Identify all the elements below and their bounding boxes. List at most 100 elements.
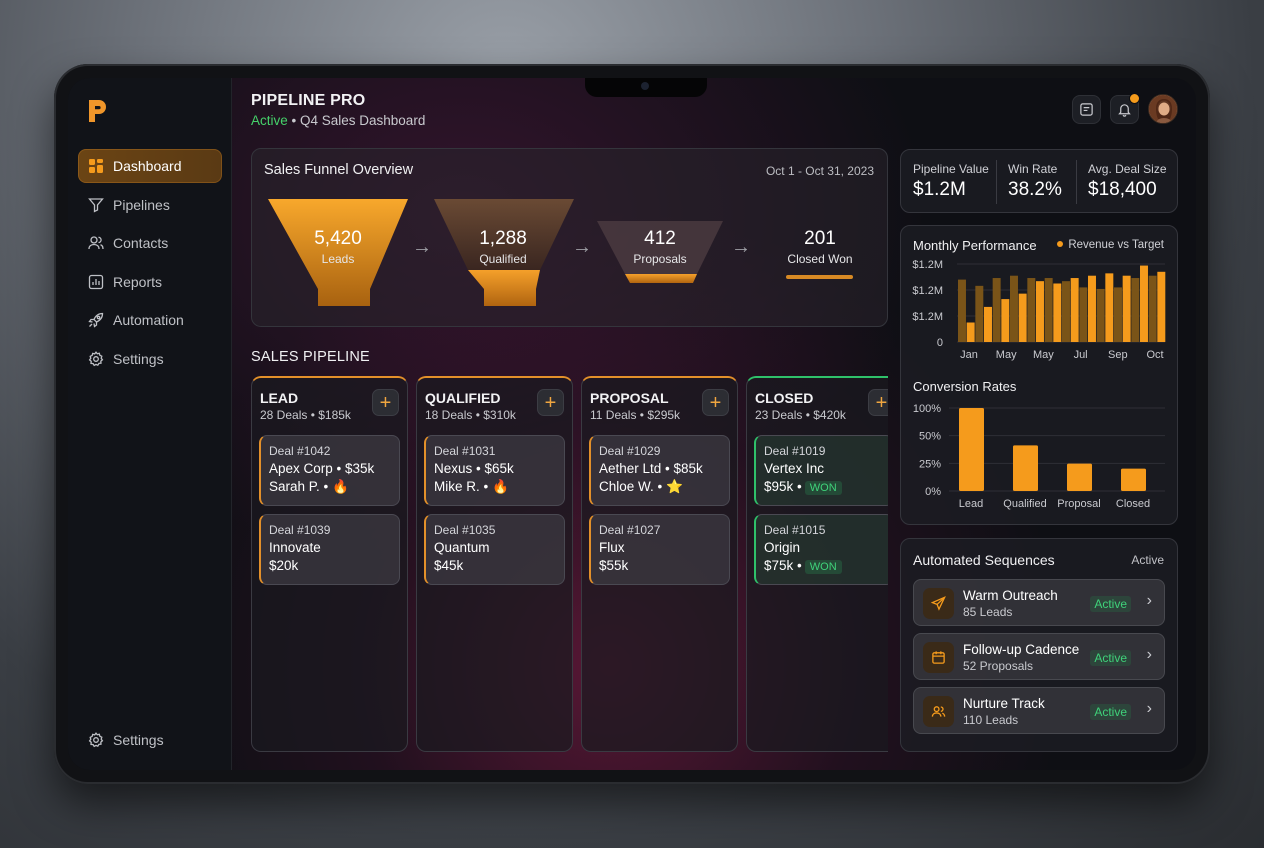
deal-company: Innovate bbox=[269, 540, 321, 555]
funnel-stage-closed-bar bbox=[786, 275, 853, 279]
funnel-stage-leads bbox=[268, 199, 408, 306]
funnel-label: Leads bbox=[321, 252, 355, 266]
deal-amount: $95k • bbox=[764, 479, 802, 494]
column-summary: 23 Deals • $420k bbox=[755, 408, 846, 422]
sidebar-item-label: Settings bbox=[113, 350, 164, 367]
send-icon bbox=[923, 588, 954, 619]
sidebar-item-label: Dashboard bbox=[113, 158, 182, 174]
notifications-button[interactable] bbox=[1110, 95, 1139, 124]
deal-card[interactable]: Deal #1031 Nexus • $65k Mike R. • 🔥 bbox=[424, 435, 565, 506]
deal-card[interactable]: Deal #1029 Aether Ltd • $85k Chloe W. • … bbox=[589, 435, 730, 506]
sequence-row-follow-up-cadence[interactable]: Follow-up Cadence 52 Proposals Active › bbox=[913, 633, 1165, 680]
bar-target bbox=[1010, 275, 1018, 342]
conversion-bar bbox=[1121, 468, 1146, 491]
sidebar-item-contacts[interactable]: Contacts bbox=[78, 226, 222, 260]
funnel-label: Qualified bbox=[479, 252, 527, 266]
pipeline-column-qualified: QUALIFIED 18 Deals • $310k + Deal #1031 … bbox=[416, 376, 573, 752]
kpi-value: $18,400 bbox=[1088, 179, 1157, 200]
add-deal-button[interactable]: + bbox=[372, 389, 399, 416]
bar-target bbox=[1079, 287, 1088, 342]
status-badge: Active bbox=[1090, 650, 1131, 666]
status-badge: Active bbox=[1090, 704, 1131, 720]
app-title: PIPELINE PRO bbox=[251, 92, 366, 109]
kpi-pipeline-value: Pipeline Value $1.2M bbox=[913, 150, 989, 214]
notification-badge bbox=[1129, 93, 1140, 104]
kpi-label: Win Rate bbox=[1008, 162, 1058, 176]
y-tick-label: 50% bbox=[919, 431, 941, 443]
sidebar-item-automation[interactable]: Automation bbox=[78, 303, 222, 337]
deal-card[interactable]: Deal #1027 Flux $55k bbox=[589, 514, 730, 585]
add-deal-button[interactable]: + bbox=[868, 389, 888, 416]
sequence-row-nurture-track[interactable]: Nurture Track 110 Leads Active › bbox=[913, 687, 1165, 734]
sidebar-item-dashboard[interactable]: Dashboard bbox=[78, 149, 222, 183]
sidebar-item-label: Automation bbox=[113, 312, 184, 328]
rocket-icon bbox=[88, 312, 104, 328]
add-deal-button[interactable]: + bbox=[702, 389, 729, 416]
sequence-meta: 110 Leads bbox=[963, 713, 1019, 727]
sales-funnel-panel: Sales Funnel Overview Oct 1 - Oct 31, 20… bbox=[251, 148, 888, 327]
messages-button[interactable] bbox=[1072, 95, 1101, 124]
deal-card[interactable]: Deal #1015 Origin $75k • WON bbox=[754, 514, 888, 585]
bar-target bbox=[975, 285, 984, 342]
funnel-stage-1: 5,420 Leads bbox=[294, 228, 382, 266]
legend-label: Revenue vs Target bbox=[1068, 239, 1164, 251]
chevron-right-icon[interactable]: › bbox=[1146, 700, 1152, 717]
bar-revenue bbox=[1036, 281, 1044, 342]
bar-target bbox=[1044, 278, 1053, 342]
conversion-rates-title: Conversion Rates bbox=[913, 379, 1017, 394]
column-summary: 28 Deals • $185k bbox=[260, 408, 351, 422]
sequence-meta: 85 Leads bbox=[963, 605, 1013, 619]
sequence-name: Warm Outreach bbox=[963, 588, 1058, 603]
sidebar-item-pipelines[interactable]: Pipelines bbox=[78, 188, 222, 222]
message-icon bbox=[1080, 103, 1093, 116]
deal-owner: Mike R. • 🔥 bbox=[434, 479, 509, 494]
deal-amount-row: $75k • WON bbox=[764, 558, 888, 574]
deal-owner: Sarah P. • 🔥 bbox=[269, 479, 349, 494]
deal-card[interactable]: Deal #1042 Apex Corp • $35k Sarah P. • 🔥 bbox=[259, 435, 400, 506]
add-deal-button[interactable]: + bbox=[537, 389, 564, 416]
deal-card[interactable]: Deal #1039 Innovate $20k bbox=[259, 514, 400, 585]
deal-id: Deal #1015 bbox=[764, 523, 826, 537]
bar-target bbox=[958, 279, 966, 342]
deal-id: Deal #1042 bbox=[269, 444, 331, 458]
deal-id: Deal #1029 bbox=[599, 444, 661, 458]
funnel-graphic bbox=[268, 199, 853, 306]
sidebar-item-settings[interactable]: Settings bbox=[78, 342, 222, 376]
avatar[interactable] bbox=[1148, 94, 1178, 124]
deal-company: Vertex Inc bbox=[764, 461, 825, 476]
sequence-row-warm-outreach[interactable]: Warm Outreach 85 Leads Active › bbox=[913, 579, 1165, 626]
divider bbox=[1076, 160, 1077, 204]
dashboard-name: Q4 Sales Dashboard bbox=[300, 113, 426, 128]
kpi-avg-deal-size: Avg. Deal Size $18,400 bbox=[1088, 150, 1167, 214]
status-badge: Active bbox=[1090, 596, 1131, 612]
arrow-right-icon: → bbox=[412, 236, 432, 258]
kpi-label: Avg. Deal Size bbox=[1088, 162, 1167, 176]
arrow-right-icon: → bbox=[572, 236, 592, 258]
conversion-bar bbox=[1067, 463, 1092, 491]
deal-company: Aether Ltd • $85k bbox=[599, 461, 703, 476]
funnel-date-range[interactable]: Oct 1 - Oct 31, 2023 bbox=[765, 164, 874, 178]
deal-card[interactable]: Deal #1019 Vertex Inc $95k • WON bbox=[754, 435, 888, 506]
deal-id: Deal #1027 bbox=[599, 523, 661, 537]
deal-company: Nexus • $65k bbox=[434, 461, 514, 476]
grid-icon bbox=[88, 158, 104, 174]
kpi-win-rate: Win Rate 38.2% bbox=[1008, 150, 1062, 214]
pipeline-column-lead: LEAD 28 Deals • $185k + Deal #1042 Apex … bbox=[251, 376, 408, 752]
sidebar-item-label: Settings bbox=[113, 732, 164, 748]
chevron-right-icon[interactable]: › bbox=[1146, 592, 1152, 609]
chevron-right-icon[interactable]: › bbox=[1146, 646, 1152, 663]
conversion-bar bbox=[959, 408, 984, 491]
deal-card[interactable]: Deal #1035 Quantum $45k bbox=[424, 514, 565, 585]
sequences-status[interactable]: Active bbox=[1131, 553, 1164, 567]
x-tick-label: Proposal bbox=[1057, 498, 1100, 510]
funnel-value: 1,288 bbox=[479, 228, 527, 249]
monthly-performance-title: Monthly Performance bbox=[913, 238, 1037, 253]
sidebar-item-settings-bottom[interactable]: Settings bbox=[78, 723, 222, 757]
pipeline-column-proposal: PROPOSAL 11 Deals • $295k + Deal #1029 A… bbox=[581, 376, 738, 752]
sidebar-item-label: Pipelines bbox=[113, 196, 170, 213]
logo-icon[interactable] bbox=[87, 98, 109, 124]
sidebar-item-reports[interactable]: Reports bbox=[78, 265, 222, 299]
pipeline-column-closed: CLOSED 23 Deals • $420k + Deal #1019 Ver… bbox=[746, 376, 888, 752]
bar-revenue bbox=[966, 322, 975, 342]
x-tick-label: Closed bbox=[1116, 498, 1150, 510]
